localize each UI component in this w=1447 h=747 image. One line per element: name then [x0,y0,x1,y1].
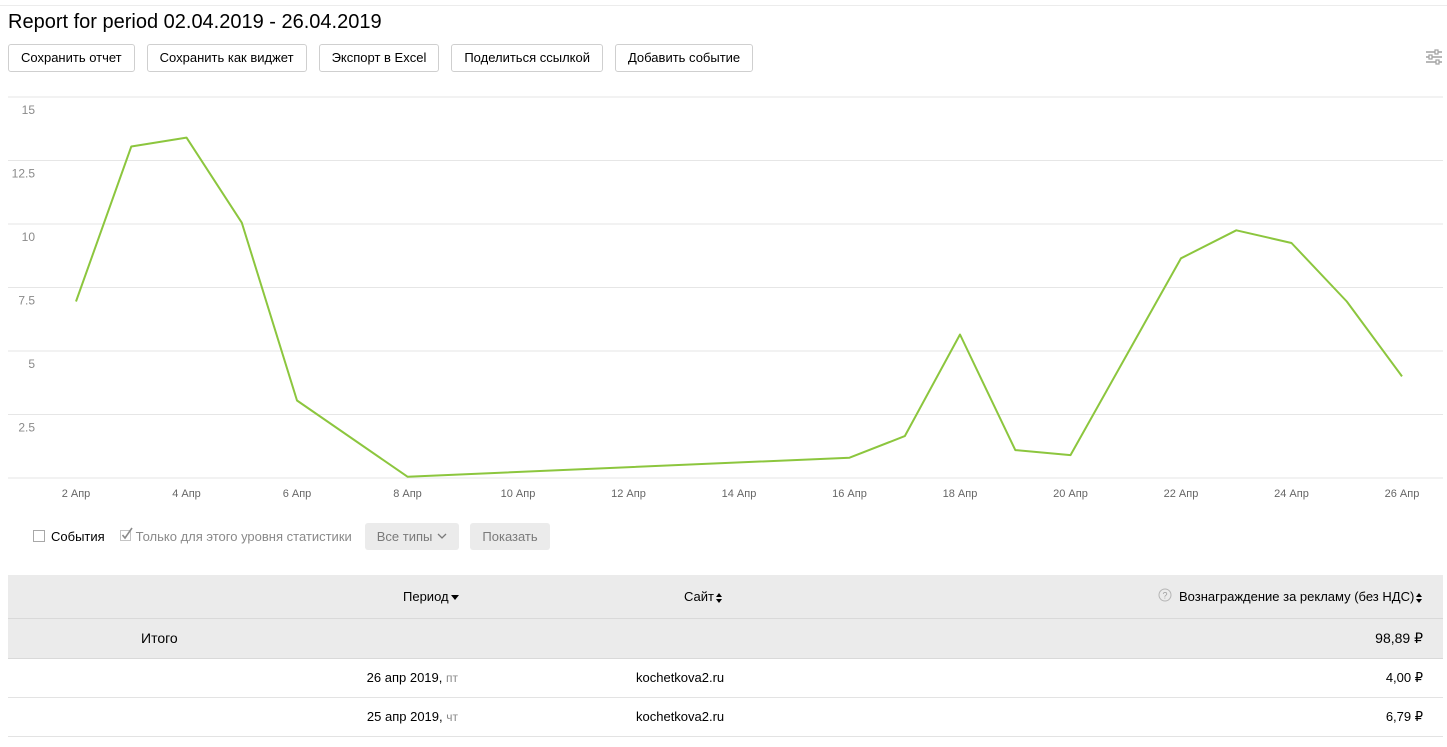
x-tick-label: 20 Апр [1053,488,1088,500]
level-only-checkbox[interactable] [119,527,133,541]
row-date: 25 апр 2019, [366,709,443,724]
show-button[interactable]: Показать [470,522,550,550]
x-tick-label: 12 Апр [611,488,646,500]
all-types-dropdown[interactable]: Все типы [364,522,460,550]
row-weekday: пт [446,671,458,685]
row-reward: 6,79 ₽ [1385,709,1423,724]
period-column-header[interactable]: Период [403,575,459,618]
level-only-label: Только для этого уровня статистики [135,528,352,544]
row-period: 25 апр 2019, чт [367,698,458,736]
sort-desc-icon [450,595,459,601]
series-line [75,136,1403,478]
events-checkbox[interactable] [33,530,45,542]
chart-controls: События Только для этого уровня статисти… [33,522,550,550]
x-tick-label: 14 Апр [722,488,757,500]
y-tick-label: 5 [28,357,35,371]
x-tick-label: 6 Апр [283,488,312,500]
svg-text:?: ? [1162,591,1167,601]
add-event-button[interactable]: Добавить событие [614,44,754,72]
x-tick-label: 24 Апр [1274,488,1309,500]
x-tick-label: 18 Апр [943,488,978,500]
row-weekday: чт [446,710,458,724]
y-tick-label: 10 [22,230,36,244]
save-report-button[interactable]: Сохранить отчет [8,44,135,72]
page-title: Report for period 02.04.2019 - 26.04.201… [8,11,382,33]
row-period: 26 апр 2019, пт [367,659,458,697]
sliders-icon[interactable] [1425,48,1443,66]
site-column-header[interactable]: Сайт [684,575,722,618]
x-tick-label: 4 Апр [172,488,201,500]
x-tick-label: 2 Апр [62,488,91,500]
row-reward: 4,00 ₽ [1385,670,1423,685]
y-tick-label: 2.5 [18,421,35,435]
chevron-down-icon [437,533,447,539]
sort-icon [715,592,722,603]
x-tick-label: 22 Апр [1164,488,1199,500]
total-label: Итого [141,630,178,646]
save-as-widget-button[interactable]: Сохранить как виджет [146,44,307,72]
share-link-button[interactable]: Поделиться ссылкой [451,44,603,72]
events-label: События [51,528,105,544]
y-tick-label: 15 [22,103,36,117]
all-types-label: Все типы [376,528,433,544]
table-header: Период Сайт ? Вознаграждение за рекламу … [8,575,1443,618]
y-tick-label: 7.5 [18,294,35,308]
toolbar: Сохранить отчет Сохранить как виджет Экс… [8,44,754,72]
x-tick-label: 8 Апр [393,488,422,500]
top-divider [0,5,1447,6]
x-tick-label: 26 Апр [1385,488,1420,500]
y-tick-label: 12.5 [12,167,36,181]
export-excel-button[interactable]: Экспорт в Excel [318,44,440,72]
row-date: 26 апр 2019, [366,670,443,685]
reward-column-header[interactable]: Вознаграждение за рекламу (без НДС) [1179,575,1423,618]
row-site: kochetkova2.ru [636,709,725,724]
total-row: Итого 98,89 ₽ [8,618,1443,659]
table-row[interactable]: 26 апр 2019, пт kochetkova2.ru 4,00 ₽ [8,659,1443,698]
table-row[interactable]: 25 апр 2019, чт kochetkova2.ru 6,79 ₽ [8,698,1443,737]
line-chart: 15 12.5 10 7.5 5 2.5 2 Апр 4 Апр 6 Апр 8 Апр 10 А… [8,96,1443,500]
x-tick-label: 16 Апр [832,488,867,500]
statistics-table: Период Сайт ? Вознаграждение за рекламу … [8,575,1443,737]
x-tick-label: 10 Апр [501,488,536,500]
total-reward: 98,89 ₽ [1375,630,1423,646]
sort-icon [1416,592,1423,603]
row-site: kochetkova2.ru [636,670,725,685]
help-icon[interactable]: ? [1158,588,1172,602]
